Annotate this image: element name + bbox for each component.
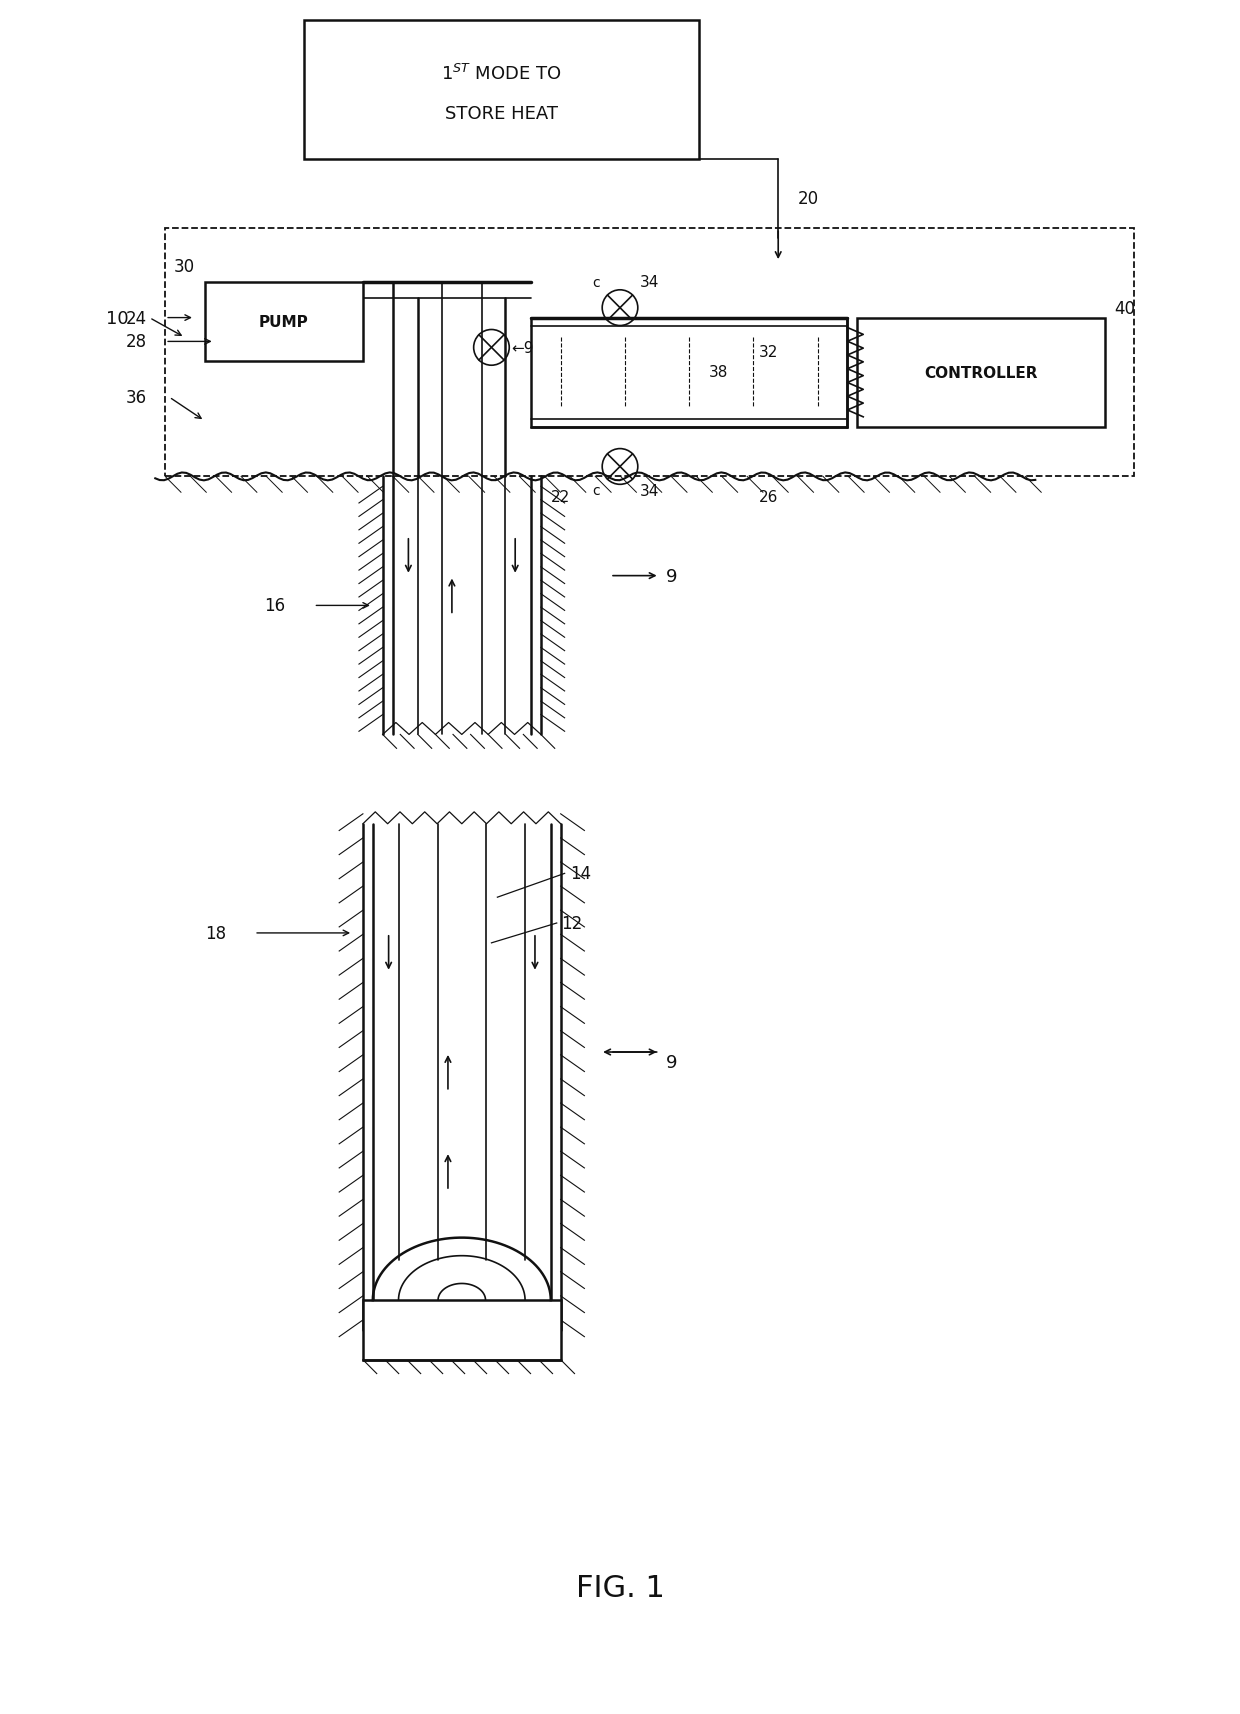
Text: c: c	[593, 483, 600, 499]
Bar	[363, 1301, 560, 1359]
Text: 18: 18	[205, 924, 226, 943]
Text: 12: 12	[560, 915, 582, 932]
Text: CONTROLLER: CONTROLLER	[924, 365, 1038, 381]
Bar	[165, 230, 1135, 476]
Text: FIG. 1: FIG. 1	[575, 1573, 665, 1603]
Text: 26: 26	[759, 490, 777, 504]
Bar	[304, 21, 699, 159]
Text: 32: 32	[759, 345, 777, 360]
Text: c: c	[593, 276, 600, 290]
Text: 10: 10	[105, 310, 129, 327]
Text: 24: 24	[125, 310, 146, 327]
Text: ←9: ←9	[511, 341, 533, 355]
Text: STORE HEAT: STORE HEAT	[445, 105, 558, 123]
Bar	[857, 319, 1105, 427]
Text: 34: 34	[640, 483, 660, 499]
Text: 16: 16	[264, 596, 285, 615]
Bar	[205, 283, 363, 362]
Text: 9: 9	[666, 1054, 677, 1071]
Text: 38: 38	[709, 365, 728, 379]
Text: 34: 34	[640, 276, 660, 290]
Text: 28: 28	[125, 333, 146, 351]
Text: 1$^{ST}$ MODE TO: 1$^{ST}$ MODE TO	[441, 65, 562, 84]
Text: 30: 30	[174, 257, 195, 276]
Text: 14: 14	[570, 866, 591, 883]
Text: 40: 40	[1115, 300, 1136, 317]
Text: PUMP: PUMP	[259, 315, 309, 329]
Text: 22: 22	[551, 490, 570, 504]
Bar	[531, 319, 847, 427]
Text: 9: 9	[666, 567, 677, 584]
Text: 36: 36	[125, 389, 146, 406]
Text: 20: 20	[799, 190, 820, 209]
